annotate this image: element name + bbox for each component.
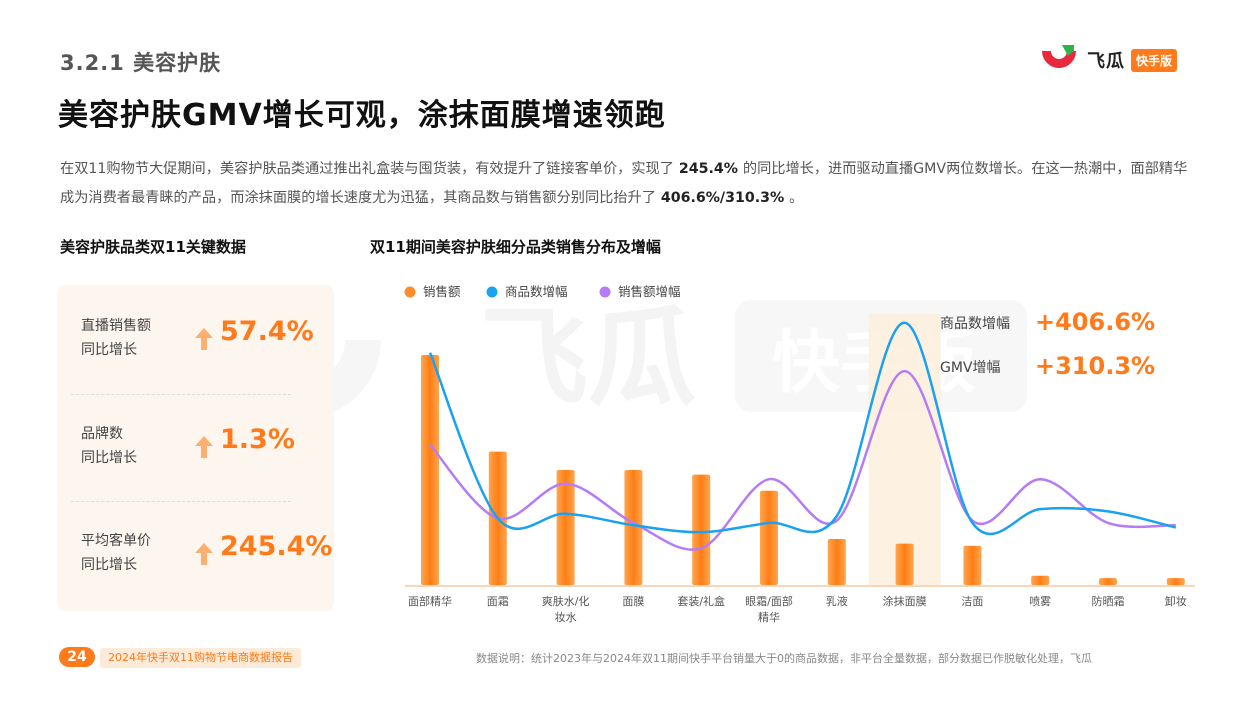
category-label: 涂抹面膜 (883, 594, 927, 608)
kpi-brand-growth: 品牌数 同比增长 1.3% (57, 422, 334, 530)
kpi-panel: 直播销售额 同比增长 57.4% 品牌数 同比增长 1.3% 平均客单价 同比增… (57, 285, 334, 611)
legend-label: 商品数增幅 (505, 284, 568, 299)
kpi-value: 1.3% (220, 424, 295, 455)
line-销售额增幅 (429, 369, 1176, 551)
bar-洁面 (963, 545, 982, 585)
description-value-1: 245.4% (673, 161, 743, 177)
category-label: 精华 (758, 610, 780, 624)
annotation-value: +406.6% (1035, 308, 1155, 336)
brand-logo: 飞瓜 快手版 (1040, 44, 1178, 76)
up-arrow-icon (195, 436, 213, 458)
category-label: 面霜 (487, 595, 509, 608)
category-label: 面膜 (622, 595, 644, 608)
brand-badge: 快手版 (1131, 48, 1178, 72)
bar-卸妆 (1166, 578, 1185, 585)
annotation-value: +310.3% (1035, 352, 1155, 380)
page-headline: 美容护肤GMV增长可观，涂抹面膜增速领跑 (58, 98, 666, 133)
kpi-value: 245.4% (220, 531, 333, 562)
kpi-label: 直播销售额 同比增长 (81, 314, 171, 362)
legend-marker-销售额增幅 (599, 286, 611, 298)
bar-涂抹面膜 (895, 543, 914, 585)
category-label: 眼霜/面部 (745, 594, 793, 608)
category-label: 面部精华 (408, 594, 452, 608)
kpi-divider (71, 501, 291, 502)
category-label: 防晒霜 (1092, 594, 1125, 608)
bar-爽肤水/化妆水 (556, 470, 575, 585)
bar-眼霜/面部精华 (760, 490, 778, 585)
category-sales-chart: 面部精华 面霜 爽肤水/化妆水 面膜 套装/礼盒 眼霜/面部精华 乳液 涂抹面膜 洁面 喷雾 防晒霜… (404, 284, 1195, 624)
bar-面膜 (624, 470, 643, 585)
data-note: 数据说明：统计2023年与2024年双11期间快手平台销量大于0的商品数据，非平… (476, 652, 1092, 665)
description-paragraph: 在双11购物节大促期间，美容护肤品类通过推出礼盒装与囤货装，有效提升了链接客单价… (60, 155, 1195, 213)
kpi-label-line2: 同比增长 (81, 557, 137, 573)
highlight-band (868, 314, 941, 585)
up-arrow-icon (195, 328, 213, 350)
description-text-2: 的同比增长，进而驱动直播GMV两位数增长。在这一热潮中，面部精华成为消费者最青睐… (60, 161, 1188, 206)
legend-marker-销售额 (404, 286, 416, 298)
kpi-avg-price-growth: 平均客单价 同比增长 245.4% (57, 529, 334, 637)
kpi-value: 57.4% (220, 316, 314, 347)
description-text-1: 在双11购物节大促期间，美容护肤品类通过推出礼盒装与囤货装，有效提升了链接客单价… (60, 161, 674, 177)
category-label: 喷雾 (1029, 595, 1051, 608)
kpi-label: 品牌数 同比增长 (81, 422, 171, 470)
kpi-label-line1: 直播销售额 (81, 318, 151, 334)
bar-乳液 (827, 539, 846, 585)
line-商品数增幅 (428, 321, 1177, 536)
annotation-label: GMV增幅 (940, 360, 1001, 376)
bar-套装/礼盒 (692, 474, 711, 585)
bar-防晒霜 (1099, 578, 1117, 585)
page-number: 24 (59, 647, 95, 667)
legend-label: 销售额增幅 (618, 284, 681, 299)
brand-name: 飞瓜 (1087, 51, 1125, 72)
legend-label: 销售额 (423, 284, 461, 299)
category-label: 爽肤水/化 (542, 594, 590, 608)
kpi-label-line1: 平均客单价 (81, 533, 151, 549)
annotation-label: 商品数增幅 (940, 316, 1010, 332)
kpi-sales-growth: 直播销售额 同比增长 57.4% (57, 314, 334, 422)
category-label: 乳液 (826, 594, 848, 608)
category-label: 卸妆 (1165, 594, 1187, 608)
description-value-2: 406.6%/310.3% (655, 190, 790, 206)
legend-marker-商品数增幅 (486, 286, 498, 298)
up-arrow-icon (195, 543, 213, 565)
description-text-3: 。 (789, 190, 804, 206)
kpi-label: 平均客单价 同比增长 (81, 529, 171, 577)
kpi-panel-title: 美容护肤品类双11关键数据 (60, 238, 246, 256)
section-title: 3.2.1 美容护肤 (60, 51, 222, 75)
report-title: 2024年快手双11购物节电商数据报告 (100, 648, 301, 668)
category-label: 套装/礼盒 (677, 594, 725, 608)
bar-喷雾 (1031, 575, 1050, 585)
kpi-divider (71, 394, 291, 395)
chart-title: 双11期间美容护肤细分品类销售分布及增幅 (370, 238, 661, 256)
category-label: 妆水 (555, 611, 577, 624)
melon-icon (1042, 45, 1076, 68)
kpi-label-line1: 品牌数 (81, 426, 123, 442)
category-label: 洁面 (961, 595, 983, 608)
kpi-label-line2: 同比增长 (81, 450, 137, 466)
bar-面部精华 (421, 355, 439, 585)
kpi-label-line2: 同比增长 (81, 342, 137, 358)
